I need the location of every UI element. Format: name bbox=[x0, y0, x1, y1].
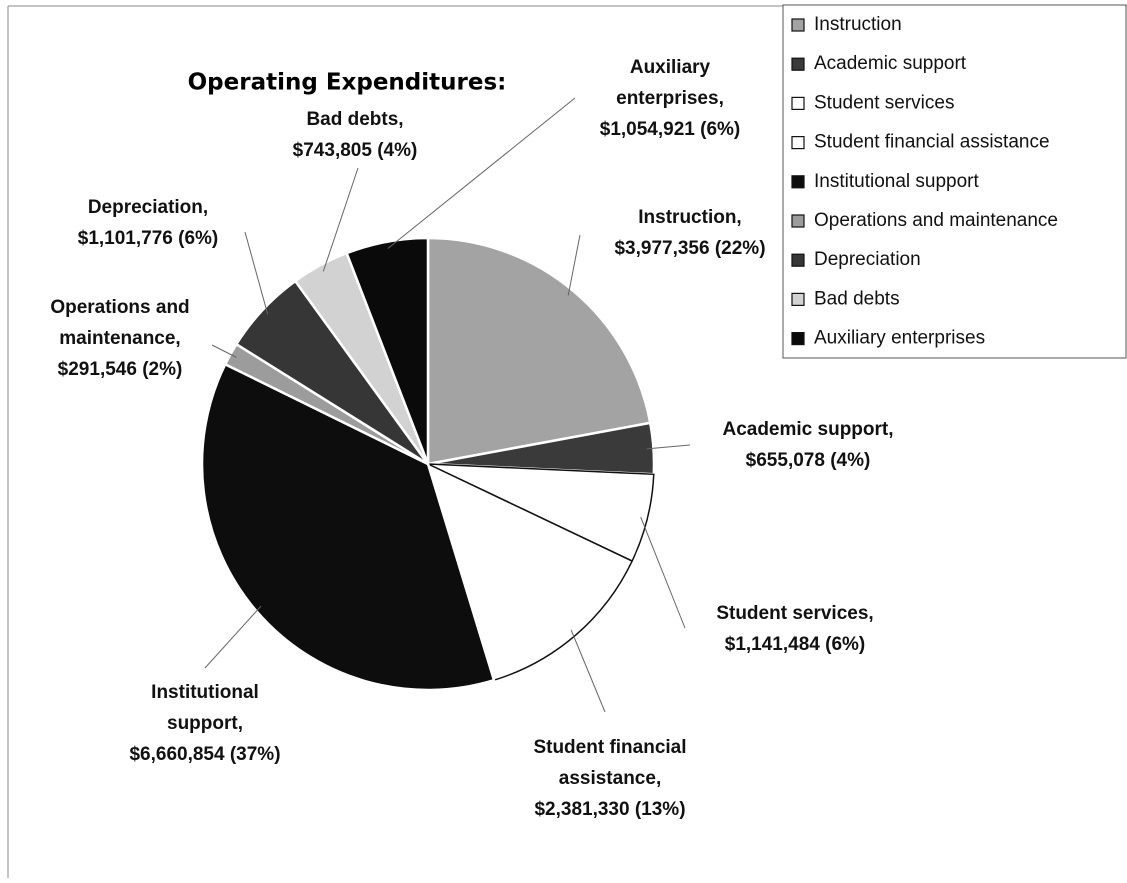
legend-swatch bbox=[791, 18, 805, 32]
pie-slice bbox=[426, 236, 652, 466]
legend-swatch bbox=[791, 57, 805, 71]
legend-label: Auxiliary enterprises bbox=[814, 328, 985, 349]
data-label: Student services, $1,141,484 (6%) bbox=[716, 603, 873, 655]
data-label: Auxiliary enterprises, $1,054,921 (6%) bbox=[600, 57, 741, 140]
leader-line bbox=[387, 97, 576, 249]
legend-swatch bbox=[791, 253, 805, 267]
legend-label: Student financial assistance bbox=[814, 132, 1050, 153]
legend-label: Academic support bbox=[814, 53, 967, 74]
legend-label: Depreciation bbox=[814, 249, 921, 270]
legend-swatch bbox=[791, 136, 805, 150]
legend-swatch bbox=[791, 214, 805, 228]
leader-line bbox=[570, 629, 606, 713]
leader-line bbox=[322, 167, 359, 272]
legend-swatch bbox=[791, 332, 805, 346]
legend-label: Operations and maintenance bbox=[814, 210, 1058, 231]
pie-slice bbox=[426, 462, 634, 682]
legend-swatch bbox=[791, 96, 805, 111]
data-label: Instruction, $3,977,356 (22%) bbox=[614, 207, 765, 259]
data-label: Institutional support, $6,660,854 (37%) bbox=[129, 682, 280, 765]
legend-swatch bbox=[791, 292, 805, 306]
leader-line bbox=[211, 344, 237, 358]
legend-swatch bbox=[791, 175, 805, 189]
legend-label: Student services bbox=[814, 92, 954, 113]
pie-slice bbox=[345, 236, 430, 465]
leader-line bbox=[646, 444, 691, 450]
data-label: Student financial assistance, $2,381,330 (… bbox=[533, 737, 686, 820]
legend-label: Bad debts bbox=[814, 288, 900, 309]
chart-title: Operating Expenditures: bbox=[188, 70, 507, 96]
pie-slice bbox=[200, 362, 496, 692]
data-label: Operations and maintenance, $291,546 (2%) bbox=[50, 297, 189, 380]
legend-label: Instruction bbox=[814, 14, 902, 35]
leader-line bbox=[567, 234, 581, 296]
leader-line bbox=[244, 231, 269, 315]
data-label: Bad debts, $743,805 (4%) bbox=[293, 109, 418, 161]
data-label: Depreciation, $1,101,776 (6%) bbox=[78, 197, 219, 249]
leader-line bbox=[204, 605, 262, 669]
legend-label: Institutional support bbox=[814, 171, 979, 192]
leader-line bbox=[640, 516, 686, 629]
data-label: Academic support, $655,078 (4%) bbox=[722, 419, 893, 471]
legend bbox=[782, 4, 1127, 359]
